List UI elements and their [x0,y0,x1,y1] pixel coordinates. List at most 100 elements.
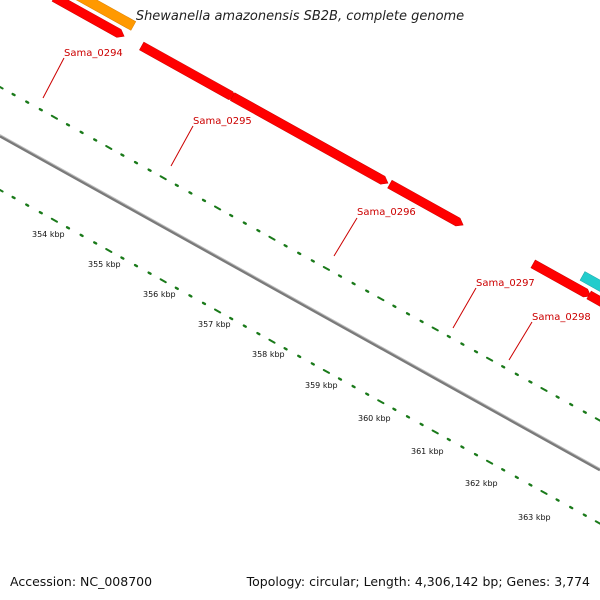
orange-feature[interactable] [58,0,137,31]
upper-track-mark [79,130,84,135]
lower-track-mark [446,437,451,442]
upper-track-mark [322,266,331,271]
lower-track-mark [65,226,71,230]
lower-track-mark [501,468,506,472]
lower-track-mark [297,354,302,359]
map-title: Shewanella amazonensis SB2B, complete ge… [135,9,465,24]
lower-track-mark [79,233,84,238]
upper-track-mark [514,372,519,377]
lower-track-mark [93,241,98,245]
cds-arrow-sama-0295[interactable] [139,41,238,102]
lower-track-mark [337,377,343,381]
lower-scale-track [0,188,600,525]
upper-track-mark [405,312,411,316]
upper-track-mark [213,205,222,211]
cds-arrow-sama-0294[interactable] [51,0,126,40]
upper-track-mark [485,356,494,362]
upper-track-mark [50,114,59,120]
lower-track-mark [0,188,4,193]
upper-track-mark [0,85,4,90]
lower-track-mark [120,256,125,260]
upper-track-mark [268,235,276,241]
upper-skew-track [0,85,600,422]
lower-track-mark [11,195,16,200]
gene-label-group-0294: Sama_0294 [42,48,123,99]
tick-label-360: 360 kbp [358,414,391,423]
lower-track-mark [528,483,533,487]
lower-track-mark [283,347,288,351]
lower-track-mark [159,278,167,284]
upper-track-mark [392,304,397,309]
gene-label-group-0297: Sama_0297 [452,278,535,329]
lower-track-mark [377,399,385,405]
upper-track-mark [256,228,261,233]
upper-track-mark [297,251,302,256]
cds-arrow-sama-0296a[interactable] [229,92,390,187]
gene-label-sama-0296[interactable]: Sama_0296 [357,207,416,218]
upper-track-mark [337,274,343,278]
upper-track-mark [569,402,574,407]
lower-track-mark [569,505,574,510]
tick-label-359: 359 kbp [305,381,338,390]
upper-track-mark [594,417,600,422]
cds-arrow-sama-0296b[interactable] [387,179,466,229]
gene-label-sama-0295[interactable]: Sama_0295 [193,116,252,127]
lower-track-mark [242,324,247,328]
tick-label-354: 354 kbp [32,230,65,239]
lower-track-mark [594,520,600,525]
tick-label-357: 357 kbp [198,320,231,329]
lower-track-mark [174,286,179,291]
gene-label-sama-0294[interactable]: Sama_0294 [64,48,123,59]
lower-track-mark [365,392,370,396]
upper-track-mark [555,395,560,399]
lower-track-mark [133,263,139,268]
upper-track-mark [147,168,152,172]
lower-track-mark [105,248,113,253]
upper-track-mark [159,175,167,181]
upper-track-mark [174,183,179,188]
cyan-feature-1[interactable] [579,271,600,313]
upper-track-mark [11,92,16,97]
lower-track-mark [473,452,479,457]
upper-track-mark [501,365,506,369]
upper-track-mark [283,244,288,248]
lower-track-mark [485,459,494,465]
gene-label-group-0296: Sama_0296 [333,207,416,257]
scale-labels: 354 kbp 355 kbp 356 kbp 357 kbp 358 kbp … [32,230,551,522]
upper-track-mark [460,342,465,346]
upper-track-mark [419,319,424,324]
cds-arrow-sama-0297a[interactable] [530,259,593,300]
upper-track-mark [351,281,356,286]
lower-track-mark [405,415,411,419]
lower-track-mark [322,369,331,374]
gene-label-sama-0298[interactable]: Sama_0298 [532,312,591,323]
lower-track-mark [582,513,587,517]
lower-track-mark [25,203,30,207]
upper-track-mark [105,145,113,150]
lower-track-mark [351,384,356,389]
tick-label-361: 361 kbp [411,447,444,456]
upper-track-mark [25,100,30,104]
upper-track-mark [93,138,98,142]
lower-track-mark [188,294,193,298]
lower-track-mark [460,445,465,449]
upper-track-mark [133,160,139,165]
upper-track-mark [528,380,533,384]
upper-track-mark [582,410,587,414]
lower-track-mark [50,217,59,223]
lower-track-mark [514,475,519,480]
gene-label-sama-0297[interactable]: Sama_0297 [476,278,535,289]
upper-track-mark [188,191,193,195]
upper-track-mark [38,107,43,112]
lower-track-mark [268,338,276,344]
topology-text: Topology: circular; Length: 4,306,142 bp… [246,574,590,589]
tick-label-358: 358 kbp [252,350,285,359]
lower-track-mark [229,316,234,321]
lower-track-mark [431,429,439,435]
tick-label-356: 356 kbp [143,290,176,299]
upper-track-mark [431,326,439,332]
cds-arrow-sama-0297b[interactable] [586,290,600,328]
genome-backbone [0,134,600,472]
tick-label-355: 355 kbp [88,260,121,269]
